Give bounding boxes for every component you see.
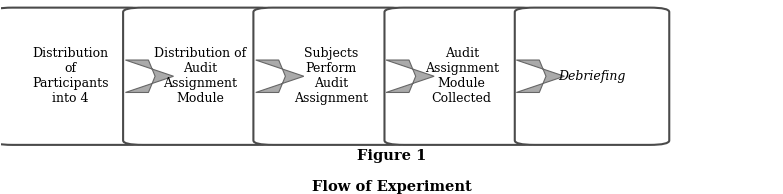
FancyBboxPatch shape bbox=[123, 8, 278, 145]
Text: Subjects
Perform
Audit
Assignment: Subjects Perform Audit Assignment bbox=[294, 47, 368, 105]
FancyBboxPatch shape bbox=[384, 8, 539, 145]
FancyBboxPatch shape bbox=[254, 8, 408, 145]
FancyBboxPatch shape bbox=[514, 8, 669, 145]
Text: Figure 1: Figure 1 bbox=[357, 149, 426, 164]
Text: Debriefing: Debriefing bbox=[558, 70, 626, 83]
Text: Distribution of
Audit
Assignment
Module: Distribution of Audit Assignment Module bbox=[154, 47, 247, 105]
Text: Audit
Assignment
Module
Collected: Audit Assignment Module Collected bbox=[424, 47, 499, 105]
Text: Distribution
of
Participants
into 4: Distribution of Participants into 4 bbox=[32, 47, 108, 105]
Polygon shape bbox=[516, 60, 565, 93]
Text: Flow of Experiment: Flow of Experiment bbox=[312, 180, 471, 194]
Polygon shape bbox=[386, 60, 434, 93]
Polygon shape bbox=[125, 60, 174, 93]
FancyBboxPatch shape bbox=[0, 8, 147, 145]
Polygon shape bbox=[256, 60, 304, 93]
